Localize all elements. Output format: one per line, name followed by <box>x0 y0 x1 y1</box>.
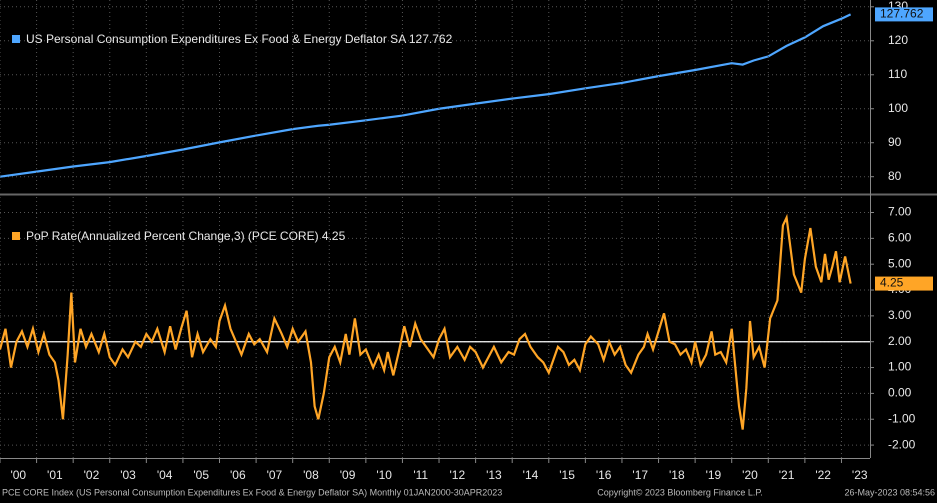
x-tick-label: '19 <box>706 468 722 482</box>
x-tick-label: '12 <box>449 468 465 482</box>
line-series <box>0 13 852 178</box>
y-tick-label: 5.00 <box>888 256 912 270</box>
x-tick-label: '09 <box>340 468 356 482</box>
footer-source: PCE CORE Index (US Personal Consumption … <box>2 487 502 497</box>
legend-label: US Personal Consumption Expenditures Ex … <box>26 32 453 46</box>
x-tick-label: '11 <box>413 468 428 482</box>
y-tick-label: 110 <box>888 67 907 81</box>
legend-swatch <box>12 232 20 240</box>
x-tick-label: '22 <box>815 468 831 482</box>
y-tick-label: 0.00 <box>888 386 912 400</box>
x-tick-label: '23 <box>852 468 868 482</box>
y-tick-label: 2.00 <box>888 334 912 348</box>
y-tick-label: 3.00 <box>888 308 912 322</box>
last-value-label: 4.25 <box>880 276 904 290</box>
x-tick-label: '17 <box>632 468 648 482</box>
x-tick-label: '21 <box>779 468 795 482</box>
x-tick-label: '00 <box>10 468 26 482</box>
x-tick-label: '14 <box>523 468 539 482</box>
y-tick-label: 100 <box>888 101 908 115</box>
x-tick-label: '18 <box>669 468 685 482</box>
x-tick-label: '02 <box>84 468 100 482</box>
y-tick-label: 1.00 <box>888 360 912 374</box>
x-tick-label: '10 <box>376 468 392 482</box>
x-tick-label: '06 <box>230 468 246 482</box>
y-tick-label: -2.00 <box>888 437 916 451</box>
last-value-label: 127.762 <box>880 7 924 21</box>
x-tick-label: '01 <box>47 468 63 482</box>
x-tick-label: '05 <box>193 468 209 482</box>
last-value-tag <box>875 7 933 22</box>
x-tick-label: '15 <box>559 468 575 482</box>
x-tick-label: '07 <box>267 468 283 482</box>
y-tick-label: 7.00 <box>888 205 912 219</box>
x-tick-label: '16 <box>596 468 612 482</box>
last-value-tag <box>875 276 933 291</box>
line-series <box>0 213 852 430</box>
x-tick-label: '04 <box>157 468 173 482</box>
legend-swatch <box>12 35 20 43</box>
x-tick-label: '13 <box>486 468 502 482</box>
x-tick-label: '03 <box>120 468 136 482</box>
y-tick-label: 6.00 <box>888 231 912 245</box>
y-tick-label: -1.00 <box>888 411 916 425</box>
footer-date: 26-May-2023 08:54:56 <box>844 487 935 497</box>
x-tick-label: '20 <box>742 468 758 482</box>
legend-label: PoP Rate(Annualized Percent Change,3) (P… <box>26 229 346 243</box>
x-tick-label: '08 <box>303 468 319 482</box>
y-tick-label: 90 <box>888 135 902 149</box>
footer-copyright: Copyright© 2023 Bloomberg Finance L.P. <box>597 487 763 497</box>
y-tick-label: 80 <box>888 169 902 183</box>
y-tick-label: 120 <box>888 33 908 47</box>
